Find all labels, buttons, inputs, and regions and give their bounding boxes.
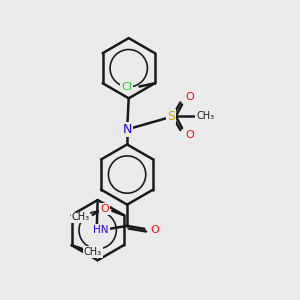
Text: O: O <box>185 92 194 102</box>
Text: Cl: Cl <box>121 82 132 92</box>
Text: S: S <box>167 110 175 123</box>
Text: CH₃: CH₃ <box>71 212 90 222</box>
Text: O: O <box>100 204 109 214</box>
Text: HN: HN <box>93 225 109 235</box>
Text: CH₃: CH₃ <box>196 111 214 121</box>
Text: O: O <box>150 225 159 235</box>
Text: N: N <box>122 123 132 136</box>
Text: O: O <box>185 130 194 140</box>
Text: CH₃: CH₃ <box>84 247 102 257</box>
